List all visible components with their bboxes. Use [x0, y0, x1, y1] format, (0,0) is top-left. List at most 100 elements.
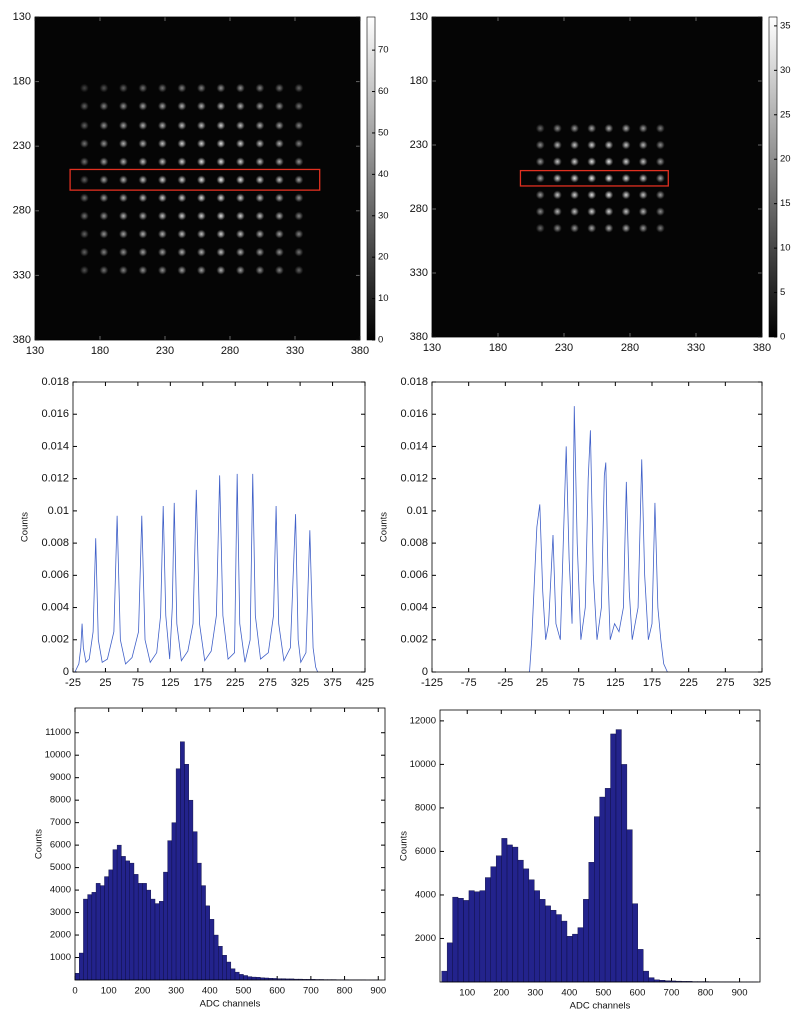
spot	[655, 123, 665, 133]
spot	[294, 139, 304, 149]
y-tick-label: 0.006	[41, 569, 69, 581]
spot	[157, 175, 167, 185]
spot	[604, 123, 614, 133]
spot	[99, 247, 109, 257]
bar	[83, 898, 88, 981]
spot	[535, 223, 545, 233]
spot	[274, 229, 284, 239]
spot	[118, 211, 128, 221]
spot	[621, 157, 631, 167]
x-tick-label: 280	[221, 345, 239, 357]
bar	[490, 866, 497, 983]
spot	[138, 175, 148, 185]
y-tick-label: 280	[410, 203, 428, 215]
bar	[251, 976, 257, 981]
bar	[588, 862, 595, 983]
spot	[177, 247, 187, 257]
bar	[243, 975, 248, 981]
spot	[177, 211, 187, 221]
bar	[125, 860, 130, 981]
spot	[638, 157, 648, 167]
y-tick-label: 230	[410, 139, 428, 151]
bar	[218, 946, 223, 981]
x-tick-label: 225	[679, 677, 697, 689]
spot	[570, 190, 580, 200]
colorbar-tick-label: 35	[780, 20, 791, 31]
spot	[138, 83, 148, 93]
spot	[587, 173, 597, 183]
spot	[196, 175, 206, 185]
spot	[118, 175, 128, 185]
bar	[167, 840, 173, 981]
spot	[294, 157, 304, 167]
bar	[146, 889, 152, 981]
x-tick-label: 500	[236, 986, 252, 997]
spot	[638, 207, 648, 217]
colorbar	[366, 16, 376, 341]
bar	[192, 831, 198, 981]
axes-frame	[431, 16, 763, 338]
x-tick-label: 75	[132, 677, 144, 689]
bar	[213, 934, 219, 981]
plot-area	[432, 382, 762, 672]
spot	[235, 157, 245, 167]
spot	[235, 193, 245, 203]
spot	[157, 229, 167, 239]
bar	[446, 942, 453, 983]
spot	[99, 83, 109, 93]
y-tick-label: 8000	[50, 795, 71, 806]
highlight-region	[519, 169, 669, 187]
x-tick-label: 125	[606, 677, 624, 689]
y-tick-label: 0	[422, 666, 428, 678]
colorbar-tick-label: 0	[378, 335, 383, 346]
x-tick-label: 380	[351, 345, 369, 357]
y-tick-label: 0.002	[41, 634, 69, 646]
spot	[570, 207, 580, 217]
spot	[638, 140, 648, 150]
y-tick-label: 0.012	[41, 473, 69, 485]
x-tick-label: 700	[303, 986, 319, 997]
bar	[512, 846, 519, 983]
x-tick-label: 130	[26, 345, 44, 357]
colorbar-tick-label: 20	[780, 154, 791, 165]
spot	[294, 247, 304, 257]
x-tick-label: 225	[226, 677, 244, 689]
spot	[216, 175, 226, 185]
spot	[177, 175, 187, 185]
x-tick-label: 500	[595, 988, 611, 999]
x-axis-label: ADC channels	[570, 1001, 631, 1012]
x-tick-label: 200	[134, 986, 150, 997]
bar	[495, 855, 502, 983]
spot	[177, 139, 187, 149]
bar	[539, 899, 546, 983]
y-tick-label: 6000	[50, 840, 71, 851]
x-tick-label: 275	[716, 677, 734, 689]
spot	[535, 123, 545, 133]
spot	[535, 140, 545, 150]
spot	[255, 83, 265, 93]
bar	[506, 844, 513, 983]
y-tick-label: 8000	[415, 802, 436, 813]
spot	[604, 140, 614, 150]
y-tick-label: 1000	[50, 952, 71, 963]
bar	[74, 973, 80, 981]
x-tick-label: 800	[337, 986, 353, 997]
colorbar-tick-label: 70	[378, 45, 389, 56]
y-tick-label: 0.014	[400, 440, 428, 452]
spot	[79, 121, 89, 131]
spot	[177, 101, 187, 111]
x-tick-label: 100	[101, 986, 117, 997]
y-tick-label: 0.018	[400, 376, 428, 388]
spot	[216, 83, 226, 93]
y-tick-label: 0.002	[400, 634, 428, 646]
spot	[255, 229, 265, 239]
bar	[201, 885, 206, 981]
bar	[180, 741, 185, 981]
bar	[648, 977, 655, 983]
spot	[235, 265, 245, 275]
bar	[637, 949, 644, 983]
y-tick-label: 12000	[410, 715, 436, 726]
spot	[570, 140, 580, 150]
spot	[177, 121, 187, 131]
spot	[216, 193, 226, 203]
